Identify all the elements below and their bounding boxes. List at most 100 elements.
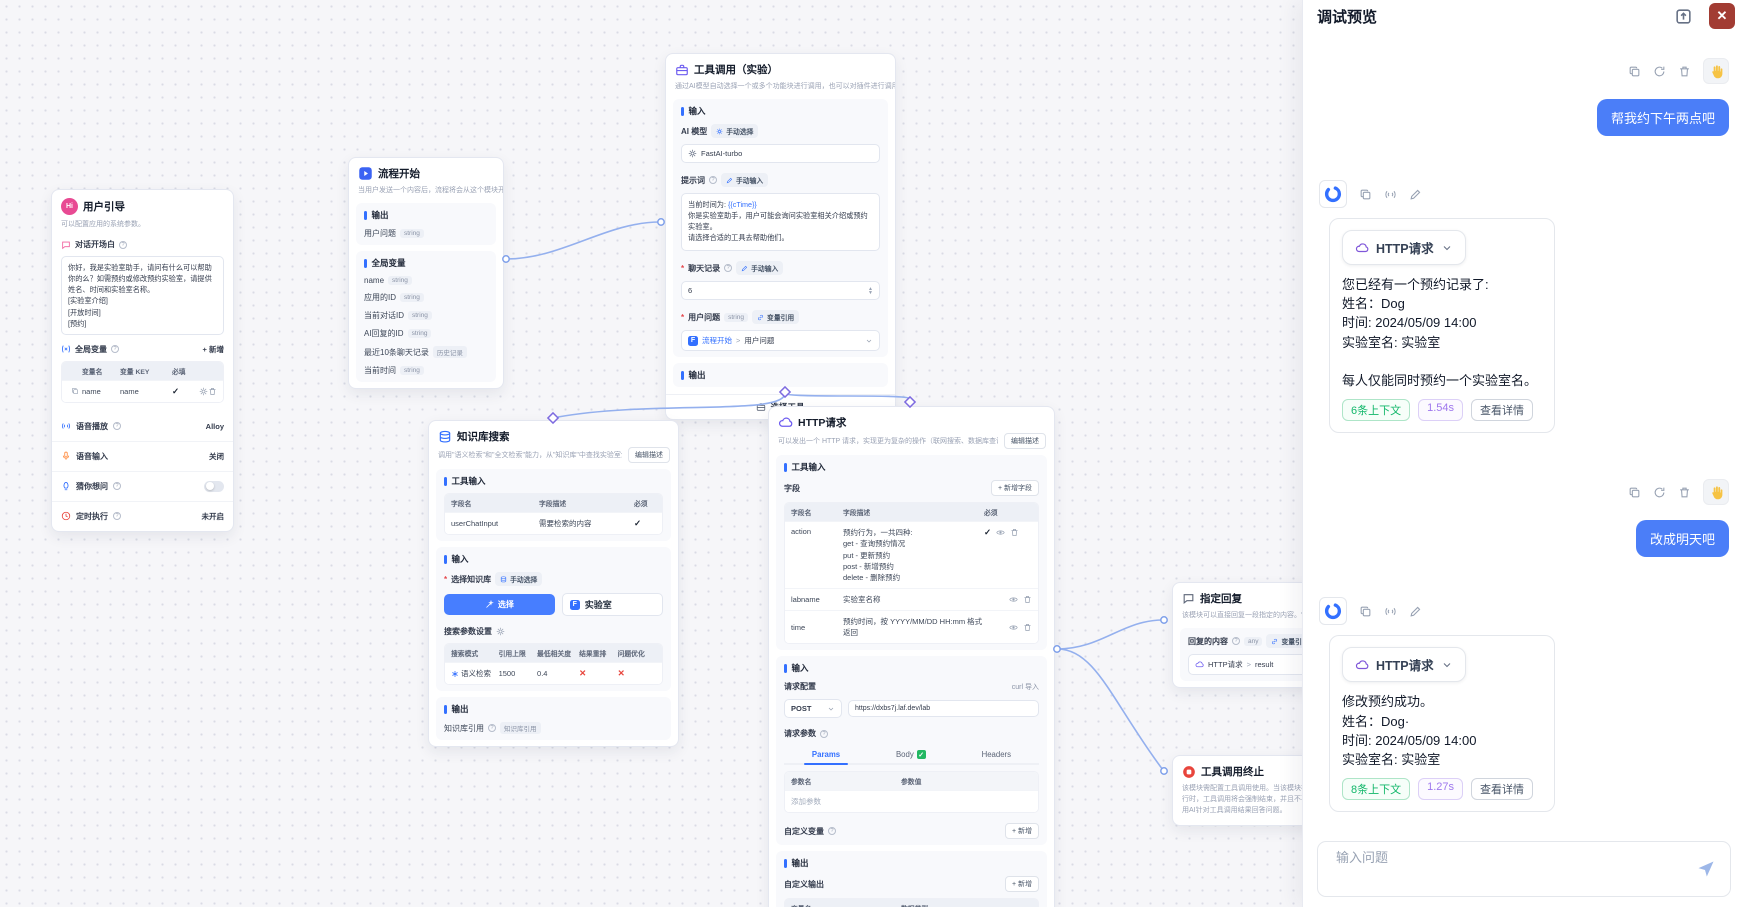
context-badge[interactable]: 8条上下文 xyxy=(1342,778,1411,801)
info-icon[interactable] xyxy=(828,827,836,836)
copy-icon[interactable] xyxy=(1628,65,1641,78)
eye-off-icon[interactable] xyxy=(1009,623,1018,632)
delete-icon[interactable] xyxy=(1678,65,1691,78)
copy-icon[interactable] xyxy=(1628,486,1641,499)
view-detail-button[interactable]: 查看详情 xyxy=(1471,778,1534,801)
context-badge[interactable]: 6条上下文 xyxy=(1342,399,1411,422)
voice-icon[interactable] xyxy=(1384,605,1397,618)
add-param-row[interactable]: 添加参数 xyxy=(785,790,1038,813)
guess-question-row[interactable]: 猜你想问 xyxy=(52,470,233,501)
retry-icon[interactable] xyxy=(1653,486,1666,499)
curl-import-button[interactable]: curl 导入 xyxy=(1011,683,1039,691)
stt-label: 语音输入 xyxy=(76,451,108,461)
trash-icon[interactable] xyxy=(1010,528,1019,537)
chat-area[interactable]: 帮我约下午两点吧 HTTP请求 您已经有一个预约记录了: 姓名：Dog 时间: … xyxy=(1303,32,1745,907)
user-message-bubble[interactable]: 帮我约下午两点吧 xyxy=(1596,99,1729,136)
voice-icon[interactable] xyxy=(1384,188,1397,201)
tab-headers[interactable]: Headers xyxy=(981,750,1012,760)
tab-params[interactable]: Params xyxy=(803,746,849,766)
chat-input-box[interactable] xyxy=(1317,841,1731,897)
export-icon[interactable] xyxy=(1674,7,1693,26)
gear-icon[interactable] xyxy=(496,627,505,636)
delete-icon[interactable] xyxy=(1678,486,1691,499)
field-name-cell: time xyxy=(791,622,806,632)
node-desc: 可以发出一个 HTTP 请求，实现更为复杂的操作（联网搜索、数据库查询等） xyxy=(778,437,998,445)
global-vars-label: 全局变量 xyxy=(371,258,406,268)
tab-body[interactable]: Body ✓ xyxy=(895,750,926,760)
custom-vars-label: 自定义变量 xyxy=(784,826,824,836)
assistant-avatar xyxy=(1319,180,1347,208)
gear-icon[interactable] xyxy=(199,387,208,396)
user-question-ref-select[interactable]: F 流程开始 > 用户问题 xyxy=(681,330,880,351)
panel-title: 调试预览 xyxy=(1317,8,1378,26)
info-icon[interactable] xyxy=(488,724,496,732)
eye-icon[interactable] xyxy=(1009,595,1018,604)
info-icon[interactable] xyxy=(119,240,127,249)
stepper-arrows[interactable]: ▲ ▼ xyxy=(868,285,873,296)
model-select[interactable]: FastAI-turbo xyxy=(681,144,880,163)
close-icon[interactable]: ✕ xyxy=(1709,3,1735,29)
output-section: 输出 知识库引用 知识库引用 xyxy=(436,697,671,740)
tool-run-dropdown[interactable]: HTTP请求 xyxy=(1342,647,1466,683)
user-question-label: 用户问题 xyxy=(688,312,721,322)
add-field-button[interactable]: + 新增字段 xyxy=(990,480,1039,496)
method-select[interactable]: POST xyxy=(784,699,842,719)
info-icon[interactable] xyxy=(709,176,717,184)
tool-run-dropdown[interactable]: HTTP请求 xyxy=(1342,230,1466,265)
retry-icon[interactable] xyxy=(1653,65,1666,78)
trash-icon[interactable] xyxy=(1023,595,1032,604)
flow-start-icon xyxy=(358,166,373,181)
params-table: 参数名 参数值 添加参数 xyxy=(784,771,1039,814)
user-message-bubble[interactable]: 改成明天吧 xyxy=(1635,520,1729,558)
send-icon[interactable] xyxy=(1696,859,1716,879)
trash-icon[interactable] xyxy=(208,387,217,396)
field-desc-cell: 需要检索的内容 xyxy=(539,519,592,528)
node-http-request[interactable]: HTTP请求 可以发出一个 HTTP 请求，实现更为复杂的操作（联网搜索、数据库… xyxy=(768,406,1055,907)
edit-icon[interactable] xyxy=(1409,605,1422,618)
node-kb-search[interactable]: 知识库搜索 调用"语义检索"和"全文检索"能力，从"知识库"中查找实验室介绍和使… xyxy=(428,420,679,747)
node-user-guide[interactable]: Hi 用户引导 可以配置应用的系统参数。 对话开场白 你好，我是实验室助手，请问… xyxy=(51,189,234,532)
edit-desc-button[interactable]: 编辑描述 xyxy=(1004,433,1046,449)
kb-dataset-chip[interactable]: F 实验室 xyxy=(561,593,663,616)
select-kb-button[interactable]: 选择 xyxy=(444,594,555,615)
node-desc: 通过AI模型自动选择一个或多个功能块进行调用，也可以对插件进行调用。 xyxy=(675,83,895,90)
copy-icon[interactable] xyxy=(1359,605,1372,618)
trash-icon[interactable] xyxy=(1023,623,1032,632)
reply-icon xyxy=(1182,592,1195,605)
ai-model-label: AI 模型 xyxy=(681,126,708,136)
tts-row[interactable]: 语音播放 Alloy xyxy=(52,412,233,441)
add-custom-var-button[interactable]: + 新增 xyxy=(1004,823,1039,840)
workflow-canvas[interactable]: Hi 用户引导 可以配置应用的系统参数。 对话开场白 你好，我是实验室助手，请问… xyxy=(0,0,1330,907)
copy-icon[interactable] xyxy=(1359,188,1372,201)
reply-ref-select[interactable]: HTTP请求 > result xyxy=(1188,654,1314,675)
prompt-prefix: 当前时间为: xyxy=(688,200,728,209)
add-variable-button[interactable]: + 新增 xyxy=(202,344,224,354)
history-count-stepper[interactable]: 6 ▲ ▼ xyxy=(681,281,880,300)
field-name-cell: action xyxy=(791,527,812,536)
info-icon[interactable] xyxy=(113,482,121,491)
eye-icon[interactable] xyxy=(996,528,1005,537)
info-icon[interactable] xyxy=(113,512,121,521)
latency-badge[interactable]: 1.54s xyxy=(1418,399,1464,422)
info-icon[interactable] xyxy=(724,264,733,272)
edit-icon[interactable] xyxy=(1409,188,1422,201)
opening-textarea[interactable]: 你好，我是实验室助手，请问有什么可以帮助你的么？如需预约或修改预约实验室，请提供… xyxy=(61,256,224,335)
stt-row[interactable]: 语音输入 关闭 xyxy=(52,440,233,471)
add-output-button[interactable]: + 新增 xyxy=(1004,876,1039,893)
node-tool-call[interactable]: 工具调用（实验） 通过AI模型自动选择一个或多个功能块进行调用，也可以对插件进行… xyxy=(665,53,896,420)
chat-input[interactable] xyxy=(1336,850,1680,865)
info-icon[interactable] xyxy=(111,345,119,354)
timer-row[interactable]: 定时执行 未开启 xyxy=(52,500,233,531)
guess-toggle[interactable] xyxy=(204,480,224,492)
node-flow-start[interactable]: 流程开始 当用户发送一个内容后，流程将会从这个模块开始执行 输出 用户问题 str… xyxy=(348,157,504,389)
latency-badge[interactable]: 1.27s xyxy=(1418,778,1464,801)
info-icon[interactable] xyxy=(113,422,121,431)
tool-input-section: 工具输入 字段 + 新增字段 字段名 字段描述 必须 action 预约行为，一… xyxy=(776,455,1047,651)
url-input[interactable]: https://dxbs7j.laf.dev/lab xyxy=(848,700,1039,718)
view-detail-button[interactable]: 查看详情 xyxy=(1471,399,1534,422)
info-icon[interactable] xyxy=(820,729,828,738)
edit-desc-button[interactable]: 编辑描述 xyxy=(628,447,670,463)
bulb-icon xyxy=(61,481,71,491)
info-icon[interactable] xyxy=(1232,637,1240,645)
prompt-textarea[interactable]: 当前时间为: {{cTime}} 你是实验室助手，用户可能会询问实验室相关介绍或… xyxy=(681,193,880,251)
